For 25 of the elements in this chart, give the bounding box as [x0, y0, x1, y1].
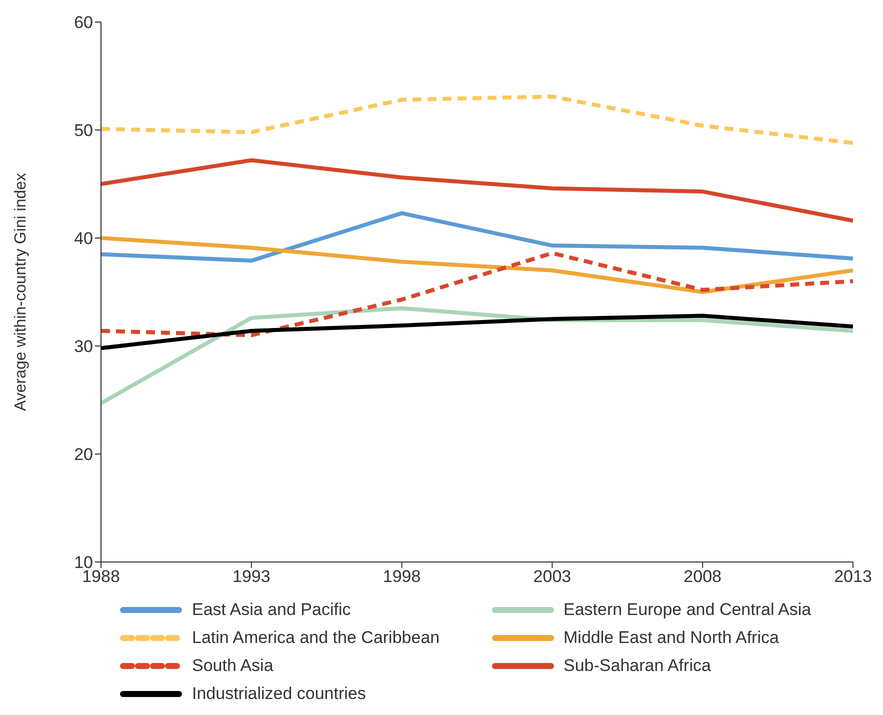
line-series — [101, 211, 853, 263]
x-tick-label: 1988 — [82, 567, 120, 586]
x-tick-label: 2013 — [834, 567, 872, 586]
legend-label: South Asia — [192, 656, 274, 676]
y-tick-label: 60 — [74, 13, 93, 32]
x-tick-label: 2003 — [533, 567, 572, 586]
legend-label: Latin America and the Caribbean — [192, 628, 440, 648]
y-tick-label: 30 — [74, 337, 93, 356]
line-series — [101, 314, 853, 350]
line-series — [101, 251, 853, 338]
legend-label: East Asia and Pacific — [192, 600, 351, 620]
legend-label: Sub-Saharan Africa — [564, 656, 711, 676]
x-tick-label: 2008 — [684, 567, 722, 586]
y-tick-label: 50 — [74, 121, 93, 140]
y-tick-label: 40 — [74, 229, 93, 248]
line-series — [101, 158, 853, 223]
legend-label: Middle East and North Africa — [564, 628, 779, 648]
y-axis-title: Average within-country Gini index — [12, 172, 30, 412]
x-tick-label: 1993 — [232, 567, 270, 586]
line-series — [101, 236, 853, 294]
x-tick-label: 1998 — [382, 567, 421, 586]
line-series — [101, 94, 853, 145]
legend-label: Eastern Europe and Central Asia — [564, 600, 812, 620]
y-tick-label: 20 — [74, 445, 93, 464]
legend-label: Industrialized countries — [192, 684, 366, 704]
